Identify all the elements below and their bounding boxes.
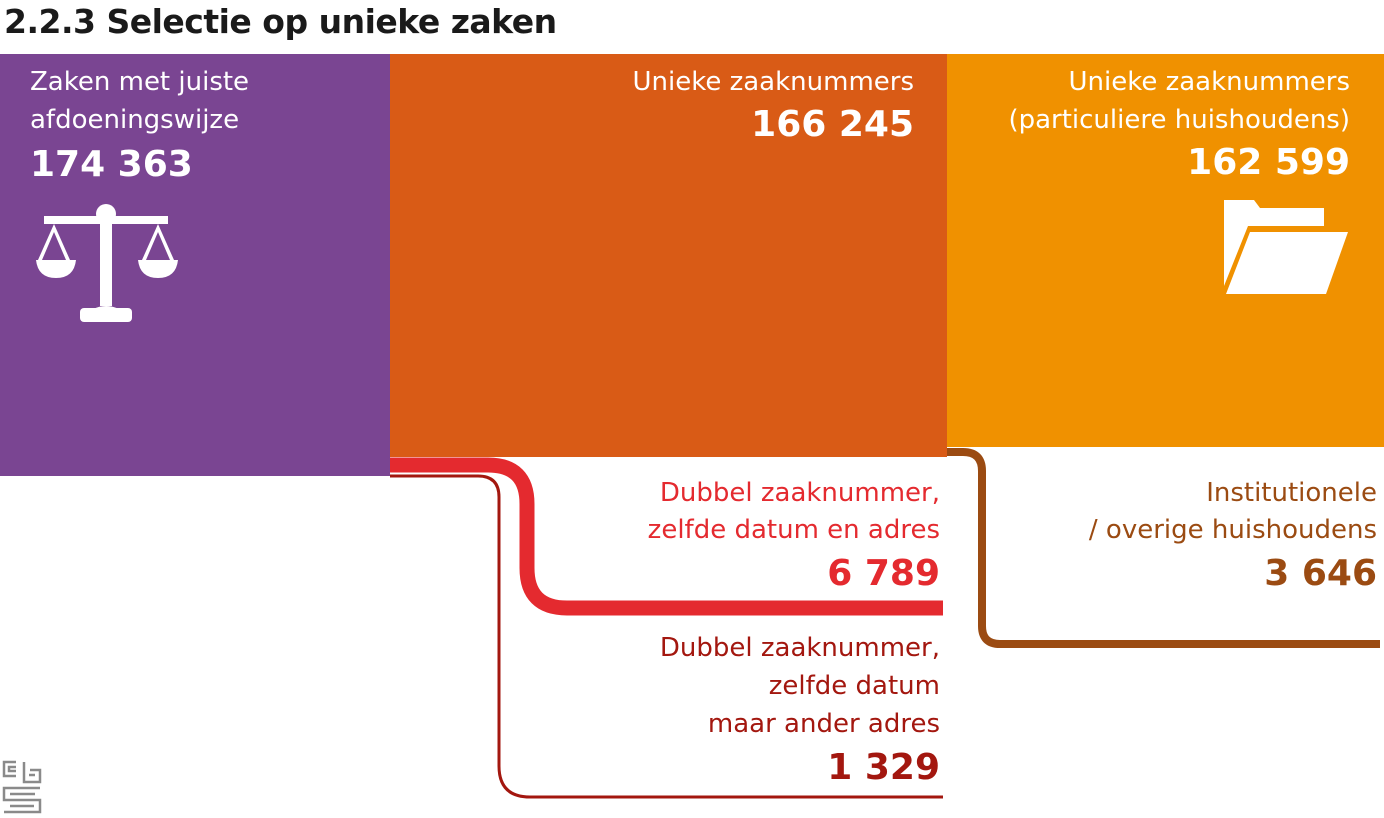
- scales-icon: [36, 204, 178, 322]
- flow-label-line-1: Dubbel zaaknummer,: [659, 478, 940, 508]
- box-label-line-1: Unieke zaaknummers: [1068, 67, 1350, 97]
- flow-value: 3 646: [1264, 553, 1377, 594]
- flow-label-line-1: Institutionele: [1206, 478, 1377, 508]
- box-value: 162 599: [1187, 142, 1350, 183]
- folder-icon: [1224, 200, 1348, 294]
- flow-line-ander-adres: [390, 474, 943, 799]
- page-title: 2.2.3 Selectie op unieke zaken: [4, 2, 557, 41]
- flow-label-line-2: zelfde datum: [768, 671, 940, 701]
- flow-line-institutioneel: [947, 448, 1380, 648]
- flow-value: 1 329: [827, 747, 940, 788]
- box-label: Unieke zaaknummers: [632, 67, 914, 97]
- box-label-line-2: (particuliere huishoudens): [1008, 105, 1350, 135]
- flow-value: 6 789: [827, 553, 940, 594]
- box-zaken-juiste-afdoeningswijze: Zaken met juiste afdoeningswijze 174 363: [0, 54, 390, 476]
- flow-label-line-2: zelfde datum en adres: [647, 515, 940, 545]
- box-value: 166 245: [751, 104, 914, 145]
- flow-label-line-1: Dubbel zaaknummer,: [659, 633, 940, 663]
- box-value: 174 363: [30, 144, 193, 185]
- box-unieke-zaaknummers: Unieke zaaknummers 166 245: [390, 54, 947, 457]
- flow-label-line-3: maar ander adres: [707, 709, 940, 739]
- cbs-logo: [2, 760, 42, 814]
- box-label-line-1: Zaken met juiste: [30, 67, 250, 97]
- box-label-line-2: afdoeningswijze: [30, 105, 240, 135]
- box-unieke-zaaknummers-particulier: Unieke zaaknummers (particuliere huishou…: [947, 54, 1384, 447]
- flow-label-line-2: / overige huishoudens: [1088, 515, 1377, 545]
- flow-line-zelfde-adres: [390, 457, 943, 616]
